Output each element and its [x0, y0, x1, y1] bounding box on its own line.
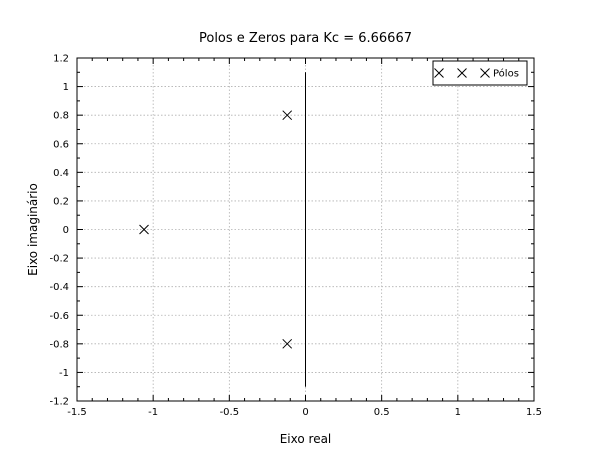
- pole-marker: [139, 224, 149, 235]
- ticks: -1.5 -1 -0.5 0 0.5 1 1.5 -1.2 -1 -0.8 -0.6 -0.4 -0.2…: [49, 54, 541, 419]
- legend-marker-icon: [457, 68, 467, 78]
- x-tick-label: -0.5: [220, 407, 240, 418]
- pole-marker: [282, 338, 293, 349]
- marker-stroke: [434, 68, 444, 78]
- marker-stroke: [139, 224, 149, 235]
- marker-stroke: [457, 68, 467, 78]
- legend: Pólos: [432, 60, 528, 86]
- y-axis-title: Eixo imaginário: [26, 183, 40, 276]
- y-tick-label: -0.4: [49, 282, 69, 293]
- y-tick-label: 1.2: [53, 54, 69, 65]
- x-tick-label: 1.5: [526, 407, 542, 418]
- y-tick-label: -0.8: [49, 339, 69, 350]
- y-tick-label: -0.6: [49, 311, 69, 322]
- y-tick-label: 1: [63, 82, 69, 93]
- x-axis-title: Eixo real: [280, 432, 332, 446]
- legend-marker-icon: [434, 68, 444, 78]
- marker-stroke: [282, 338, 293, 349]
- x-tick-label: -1: [148, 407, 158, 418]
- y-tick-label: -1.2: [49, 397, 69, 408]
- y-tick-label: 0.4: [53, 168, 69, 179]
- legend-box: [432, 60, 528, 86]
- y-tick-label: -1: [59, 368, 69, 379]
- y-tick-label: 0: [63, 225, 69, 236]
- pole-marker: [282, 110, 293, 121]
- x-tick-label: 1: [455, 407, 461, 418]
- legend-marker-icon: [480, 68, 490, 78]
- y-tick-label: -0.2: [49, 254, 69, 265]
- x-tick-label: 0: [302, 407, 308, 418]
- y-tick-label: 0.8: [53, 111, 69, 122]
- marks: [139, 72, 306, 387]
- x-tick-label: 0.5: [374, 407, 390, 418]
- marker-stroke: [282, 110, 293, 121]
- y-tick-label: 0.6: [53, 139, 69, 150]
- marker-stroke: [480, 68, 490, 78]
- x-tick-label: -1.5: [67, 407, 87, 418]
- chart-title: Polos e Zeros para Kc = 6.66667: [199, 31, 412, 46]
- y-tick-label: 0.2: [53, 196, 69, 207]
- legend-label: Pólos: [493, 68, 519, 80]
